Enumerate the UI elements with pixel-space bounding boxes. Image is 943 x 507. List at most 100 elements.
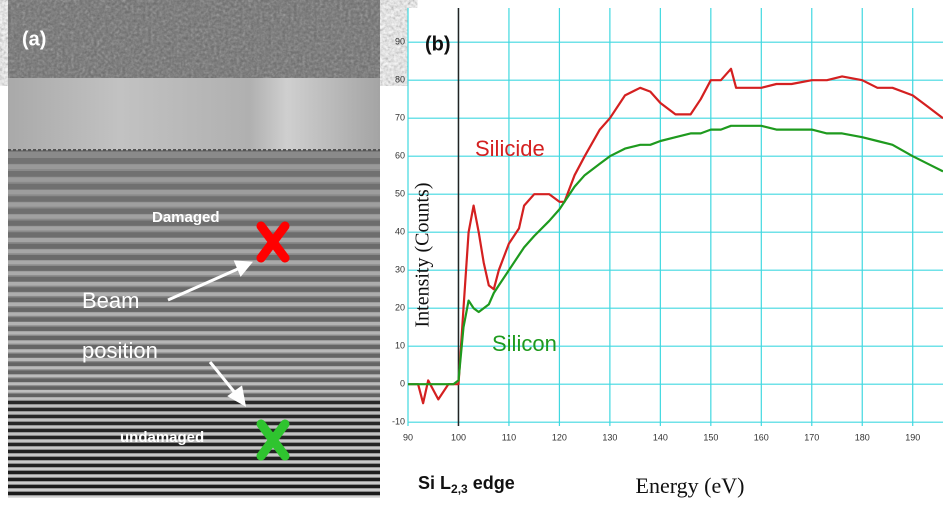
x-tick-label: 110 (502, 432, 516, 442)
micrograph: (a) Damaged Beam position undamaged (8, 0, 380, 498)
x-tick-label: 150 (703, 432, 718, 442)
stripe (8, 371, 380, 375)
y-tick-label: 70 (395, 113, 405, 123)
x-axis-label: Energy (eV) (636, 473, 745, 498)
x-tick-label: 160 (754, 432, 769, 442)
y-tick-label: -10 (392, 417, 405, 427)
stripe-light (8, 397, 380, 400)
stripe-light (8, 202, 380, 206)
y-axis-label: Intensity (Counts) (412, 183, 434, 328)
middle-layer (8, 78, 380, 150)
stripe (8, 171, 380, 177)
stripe-light (8, 419, 380, 421)
stripe (8, 266, 380, 271)
stripe-light (8, 349, 380, 352)
series-label: Silicide (475, 136, 545, 161)
stripe (8, 244, 380, 249)
stripe-light (8, 292, 380, 296)
damaged-label: Damaged (152, 209, 220, 226)
stripe (8, 478, 380, 481)
panel-label: (b) (425, 33, 451, 55)
x-tick-label: 130 (602, 432, 617, 442)
edge-label: Si L2,3 edge (418, 473, 515, 496)
stripe-light (8, 468, 380, 470)
stripe (8, 464, 380, 467)
stripe-light (8, 390, 380, 393)
edge-label-main: Si L (418, 473, 451, 493)
beam-label: position (82, 338, 158, 363)
stripe (8, 277, 380, 282)
stripe-light (8, 282, 380, 286)
panel-label: (a) (22, 28, 46, 50)
stripe-light (8, 331, 380, 334)
stripe (8, 196, 380, 202)
stripe-light (8, 249, 380, 253)
beam-label: Beam (82, 288, 139, 313)
stripe (8, 492, 380, 495)
stripe-light (8, 405, 380, 407)
top-layer-shade (8, 0, 380, 78)
stripe (8, 379, 380, 382)
stripe (8, 158, 380, 164)
stripe-light (8, 412, 380, 414)
y-tick-label: 40 (395, 227, 405, 237)
stripe (8, 362, 380, 366)
stripe (8, 298, 380, 303)
stripe-light (8, 496, 380, 498)
stripe (8, 386, 380, 389)
x-tick-label: 140 (653, 432, 668, 442)
stripe-light (8, 303, 380, 307)
y-tick-label: 50 (395, 189, 405, 199)
x-tick-label: 190 (905, 432, 920, 442)
stripe (8, 345, 380, 349)
y-tick-label: 90 (395, 37, 405, 47)
stripe-light (8, 271, 380, 275)
stripe (8, 255, 380, 260)
stripe-light (8, 475, 380, 477)
y-tick-label: 80 (395, 75, 405, 85)
stripe (8, 408, 380, 411)
stripe-light (8, 190, 380, 194)
stripe-light (8, 482, 380, 484)
stripe-light (8, 341, 380, 344)
stripe-light (8, 358, 380, 361)
stripe (8, 450, 380, 453)
edge-label-sub: 2,3 (451, 482, 468, 496)
y-tick-label: 10 (395, 341, 405, 351)
stripe-light (8, 165, 380, 170)
stripe (8, 232, 380, 237)
figure: (a) Damaged Beam position undamaged -10 0… (0, 0, 943, 502)
stripe-light (8, 454, 380, 456)
stripe-light (8, 447, 380, 449)
stripe (8, 394, 380, 397)
stripe (8, 457, 380, 460)
y-tick-label: 0 (400, 379, 405, 389)
stripe (8, 308, 380, 312)
stripe-light (8, 375, 380, 378)
stripe (8, 336, 380, 340)
stripe-light (8, 226, 380, 230)
stripe (8, 485, 380, 488)
stripe (8, 415, 380, 418)
x-tick-label: 90 (403, 432, 413, 442)
series-label: Silicon (492, 331, 557, 356)
stripe (8, 354, 380, 358)
undamaged-label: undamaged (120, 429, 204, 446)
stripe-light (8, 238, 380, 242)
stripe (8, 184, 380, 190)
x-tick-label: 100 (451, 432, 466, 442)
x-tick-label: 170 (804, 432, 819, 442)
y-tick-label: 20 (395, 303, 405, 313)
stripe (8, 422, 380, 425)
stripe-light (8, 461, 380, 463)
stripe (8, 401, 380, 404)
stripe-light (8, 312, 380, 315)
stripe-light (8, 366, 380, 369)
x-tick-label: 180 (855, 432, 870, 442)
stripe-light (8, 489, 380, 491)
y-tick-label: 60 (395, 151, 405, 161)
stripe-light (8, 426, 380, 428)
stripe (8, 471, 380, 474)
stripe-light (8, 261, 380, 265)
